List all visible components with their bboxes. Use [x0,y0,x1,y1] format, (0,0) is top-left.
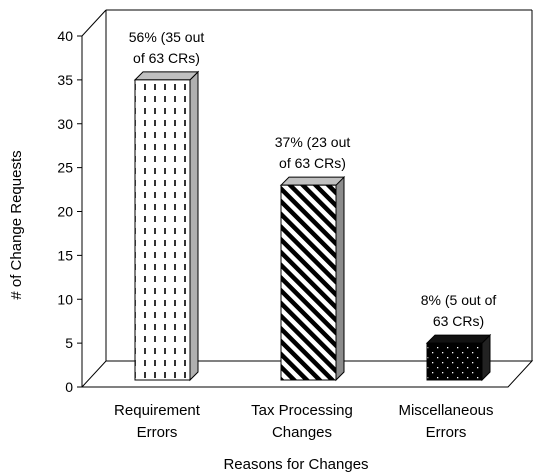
bar [425,333,492,382]
x-axis-title: Reasons for Changes [223,456,368,473]
y-axis-ticks: 0 5 10 15 20 25 30 35 40 [57,28,82,395]
bars [133,70,492,382]
y-tick-label: 20 [57,204,73,220]
category-label: Changes [272,424,332,441]
category-label: Requirement [114,402,201,419]
category-label: Errors [426,424,467,441]
y-tick-label: 25 [57,160,73,176]
data-label: of 63 CRs) [279,155,346,171]
y-tick-label: 5 [65,335,73,351]
data-label: 56% (35 out [129,29,205,45]
y-tick-label: 15 [57,247,73,263]
bar [279,175,346,382]
y-tick-label: 35 [57,72,73,88]
bar-top [133,71,200,81]
bar-front [134,79,191,381]
y-tick-label: 10 [57,291,73,307]
bar-front [426,342,483,381]
category-label: Errors [137,424,178,441]
data-label: of 63 CRs) [133,50,200,66]
category-label: Tax Processing [251,402,353,419]
y-axis-top-edge [81,9,107,37]
y-axis-title: # of Change Requests [8,150,25,299]
bar [133,70,200,382]
data-label: 37% (23 out [275,134,351,150]
y-tick-label: 30 [57,116,73,132]
bar-front [280,184,337,381]
bar-top [425,334,492,344]
y-tick-label: 0 [65,379,73,395]
y-tick-label: 40 [57,28,73,44]
bar-top [279,176,346,186]
data-label: 63 CRs) [433,313,484,329]
bar-side [189,70,199,382]
data-labels: 56% (35 out of 63 CRs) 37% (23 out of 63 CR… [129,29,497,329]
bar-side [335,175,345,382]
category-label: Miscellaneous [398,402,493,419]
data-label: 8% (5 out of [421,292,497,308]
category-labels: Requirement Errors Tax Processing Changes Mi… [114,402,493,441]
